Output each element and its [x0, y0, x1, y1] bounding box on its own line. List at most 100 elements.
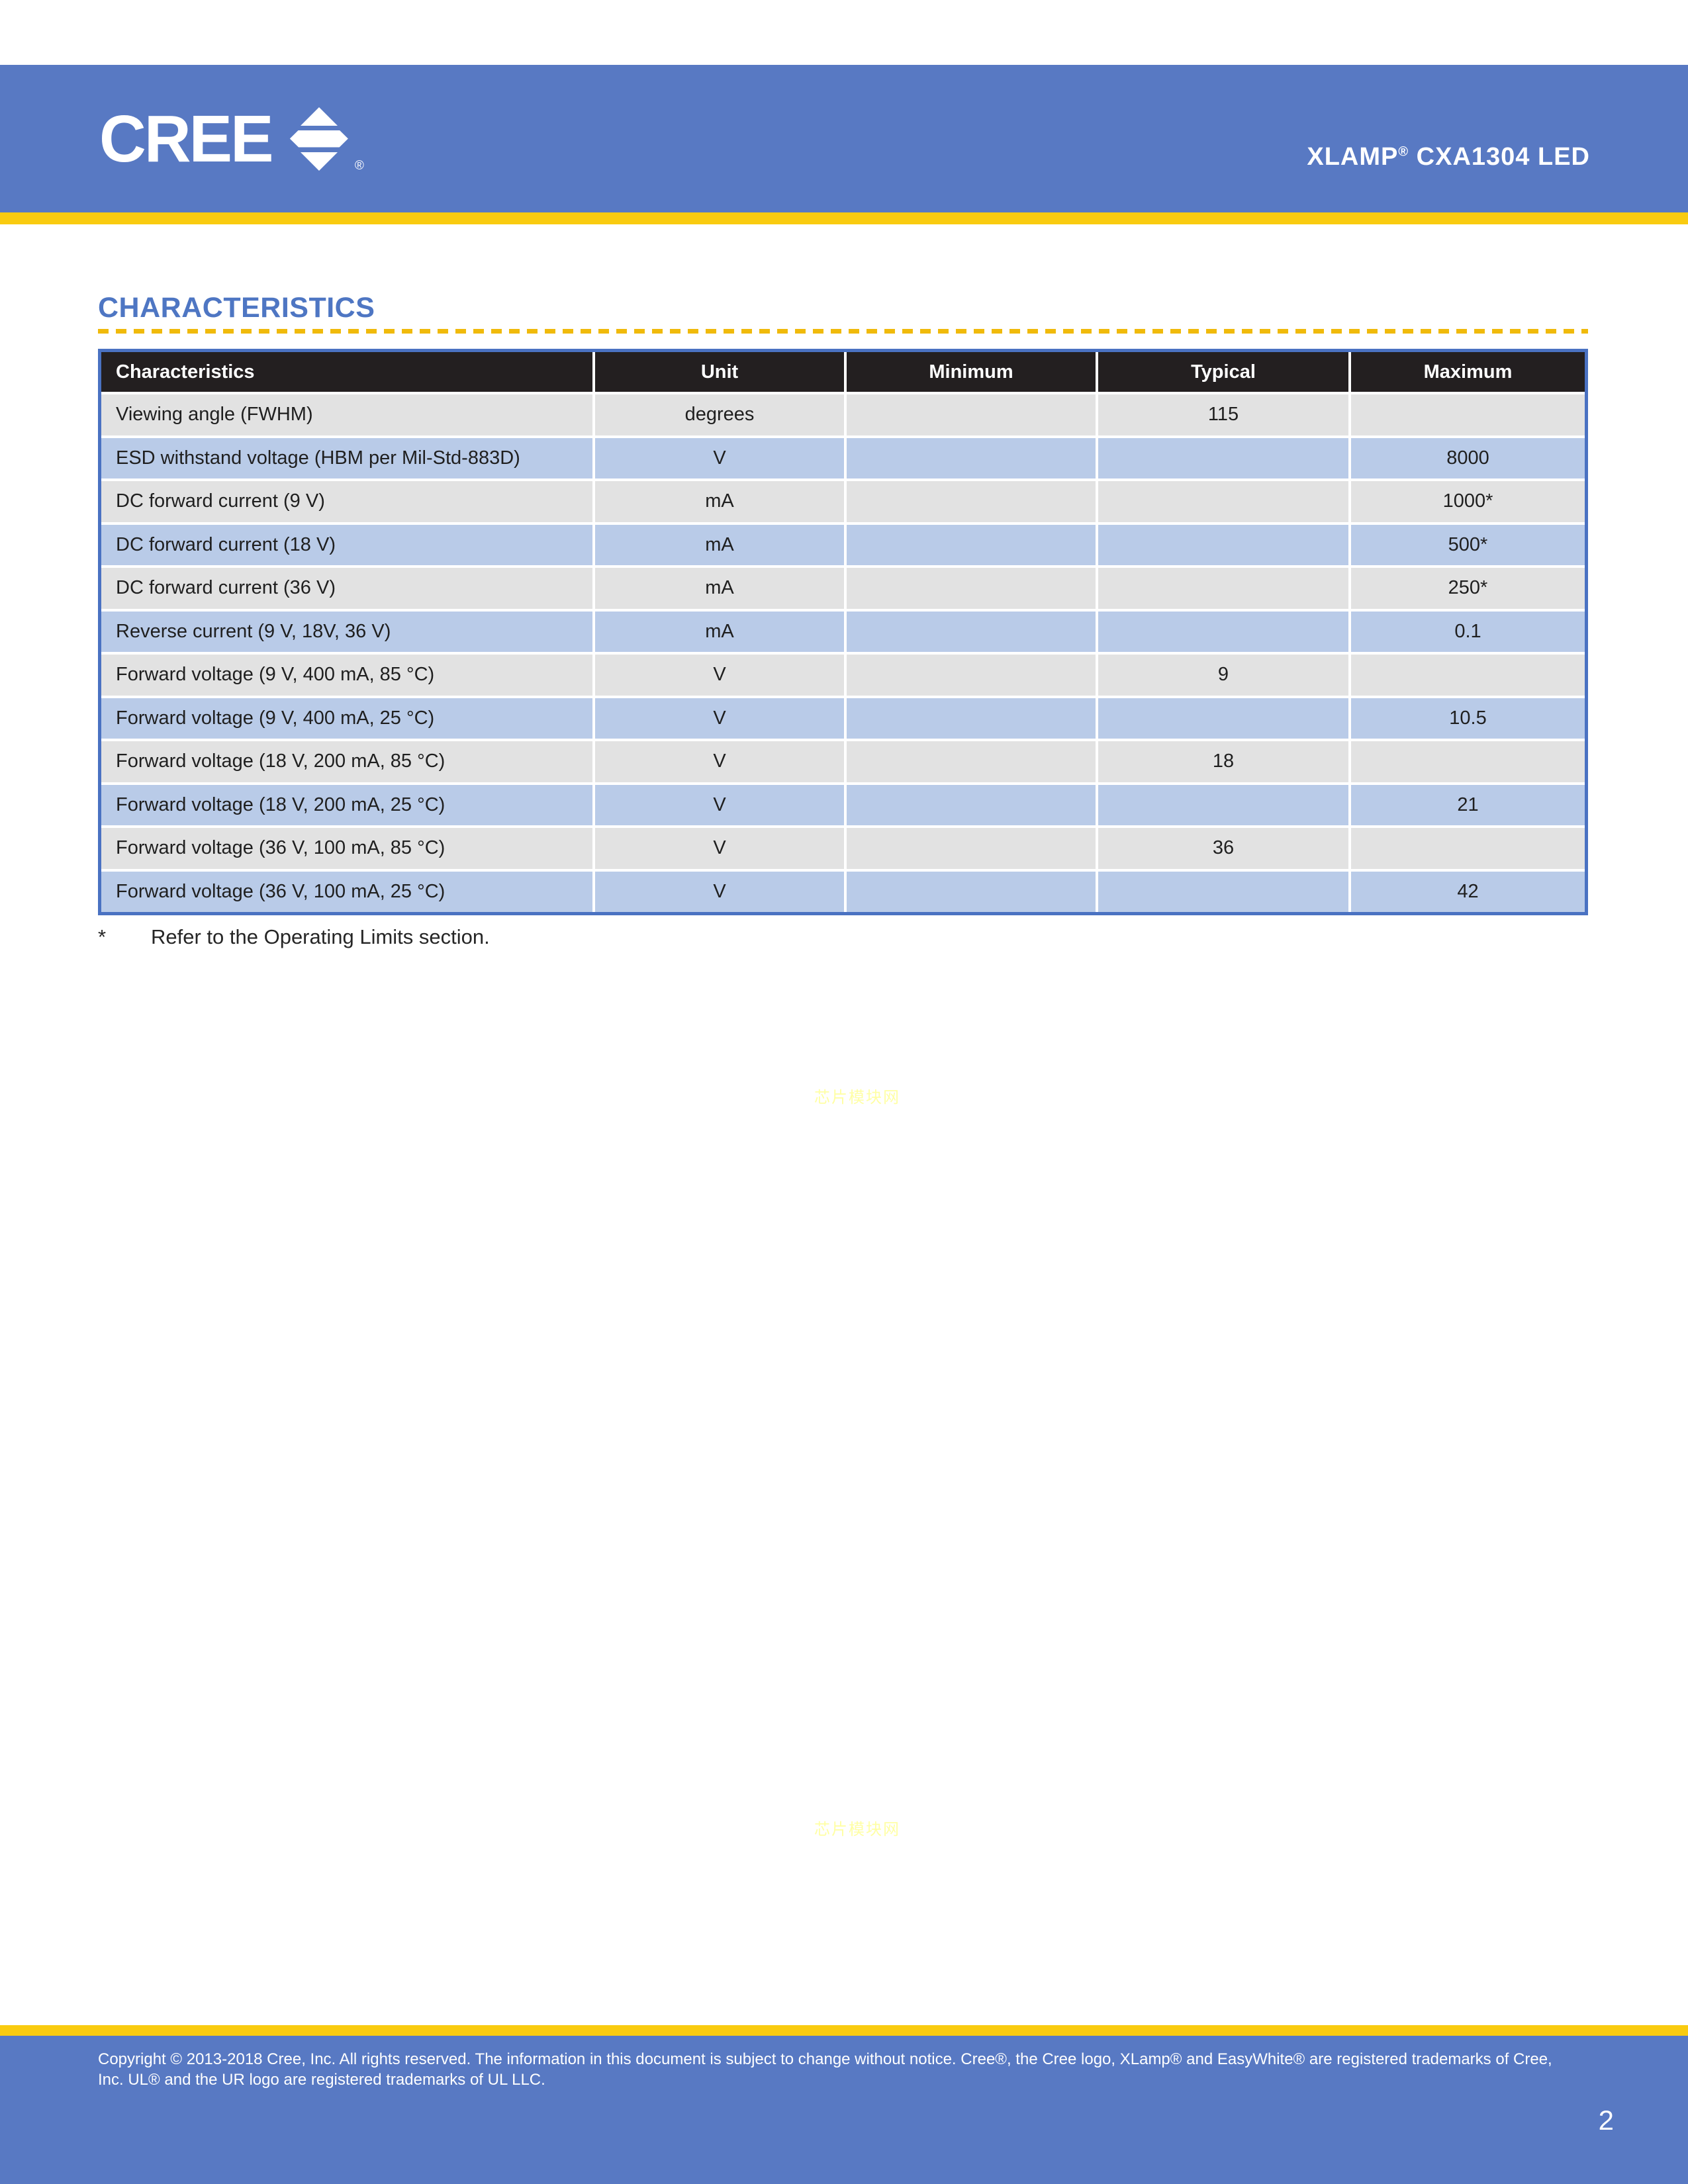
cell-minimum: [844, 437, 1096, 478]
cell-unit: mA: [592, 611, 844, 652]
cell-minimum: [844, 611, 1096, 652]
cree-logo: CREE ®: [99, 101, 364, 176]
copyright-text: Copyright © 2013-2018 Cree, Inc. All rig…: [98, 2049, 1552, 2090]
triangle-up-icon: [300, 107, 338, 126]
page-number: 2: [1598, 2105, 1614, 2136]
cell-typical: [1096, 698, 1348, 739]
registered-mark-icon: ®: [354, 158, 364, 173]
header-band: [0, 65, 1688, 212]
footnote-text: Refer to the Operating Limits section.: [151, 925, 490, 948]
cell-characteristics: Viewing angle (FWHM): [116, 404, 313, 426]
triangle-down-icon: [300, 152, 338, 171]
cell-minimum: [844, 568, 1096, 609]
cell-unit: V: [592, 655, 844, 696]
cell-minimum: [844, 394, 1096, 435]
cell-typical: [1096, 611, 1348, 652]
table-row: DC forward current (36 V) mA 250*: [101, 565, 1585, 609]
cell-unit: V: [592, 828, 844, 869]
footer-accent-stripe: [0, 2025, 1688, 2036]
cell-unit: V: [592, 437, 844, 478]
cell-characteristics: DC forward current (9 V): [116, 490, 325, 512]
document-title: XLAMP® CXA1304 LED: [1307, 143, 1590, 171]
cell-unit: V: [592, 698, 844, 739]
cell-minimum: [844, 871, 1096, 912]
cell-unit: V: [592, 784, 844, 825]
characteristics-table: Characteristics Unit Minimum Typical Max…: [98, 349, 1588, 915]
cell-unit: mA: [592, 481, 844, 522]
section-heading-rule: [98, 329, 1588, 334]
header-accent-stripe: [0, 212, 1688, 224]
cell-typical: [1096, 481, 1348, 522]
cell-maximum: [1348, 394, 1585, 435]
cell-characteristics: ESD withstand voltage (HBM per Mil-Std-8…: [116, 447, 520, 469]
table-header-row: Characteristics Unit Minimum Typical Max…: [101, 352, 1585, 392]
cree-logo-text: CREE: [99, 101, 273, 176]
cell-typical: 115: [1096, 394, 1348, 435]
cell-typical: 18: [1096, 741, 1348, 782]
cell-typical: [1096, 871, 1348, 912]
cell-maximum: 21: [1348, 784, 1585, 825]
cell-characteristics: Forward voltage (36 V, 100 mA, 85 °C): [116, 837, 445, 859]
column-header-characteristics: Characteristics: [116, 361, 255, 383]
table-row: Forward voltage (9 V, 400 mA, 85 °C) V 9: [101, 652, 1585, 696]
cell-maximum: 8000: [1348, 437, 1585, 478]
cell-maximum: 1000*: [1348, 481, 1585, 522]
copyright-line-1: Copyright © 2013-2018 Cree, Inc. All rig…: [98, 2050, 1552, 2068]
cell-unit: degrees: [592, 394, 844, 435]
cell-typical: [1096, 784, 1348, 825]
cell-maximum: 42: [1348, 871, 1585, 912]
cell-typical: [1096, 524, 1348, 565]
cell-maximum: [1348, 741, 1585, 782]
cell-minimum: [844, 698, 1096, 739]
cell-unit: mA: [592, 568, 844, 609]
cell-characteristics: Forward voltage (36 V, 100 mA, 25 °C): [116, 880, 445, 902]
table-row: Forward voltage (36 V, 100 mA, 25 °C) V 42: [101, 868, 1585, 912]
cell-minimum: [844, 741, 1096, 782]
copyright-line-2: Inc. UL® and the UR logo are registered …: [98, 2071, 545, 2089]
document-title-brand: XLAMP: [1307, 143, 1399, 171]
cell-maximum: [1348, 828, 1585, 869]
table-row: Forward voltage (9 V, 400 mA, 25 °C) V 10.…: [101, 695, 1585, 739]
table-row: Forward voltage (18 V, 200 mA, 25 °C) V 21: [101, 782, 1585, 825]
cell-typical: [1096, 568, 1348, 609]
watermark: 芯片模块网: [814, 1089, 900, 1107]
cell-maximum: 10.5: [1348, 698, 1585, 739]
cell-maximum: 250*: [1348, 568, 1585, 609]
footnote: * Refer to the Operating Limits section.: [98, 925, 490, 949]
cell-unit: V: [592, 741, 844, 782]
watermark: 芯片模块网: [814, 1821, 900, 1839]
table-row: Forward voltage (18 V, 200 mA, 85 °C) V 18: [101, 739, 1585, 782]
cell-maximum: 500*: [1348, 524, 1585, 565]
cell-characteristics: Forward voltage (18 V, 200 mA, 85 °C): [116, 751, 445, 772]
cell-minimum: [844, 784, 1096, 825]
cell-maximum: [1348, 655, 1585, 696]
column-header-typical: Typical: [1096, 352, 1348, 392]
hexagon-bar-icon: [289, 130, 348, 148]
table-row: Forward voltage (36 V, 100 mA, 85 °C) V 36: [101, 825, 1585, 869]
header: CREE ® XLAMP® CXA1304 LED: [0, 65, 1688, 212]
table-body: Viewing angle (FWHM) degrees 115 ESD withst…: [101, 392, 1585, 912]
table-row: ESD withstand voltage (HBM per Mil-Std-8…: [101, 435, 1585, 478]
section-heading: CHARACTERISTICS: [98, 292, 375, 324]
registered-mark-icon: ®: [1398, 144, 1409, 159]
cell-typical: 36: [1096, 828, 1348, 869]
table-row: DC forward current (18 V) mA 500*: [101, 522, 1585, 565]
cell-characteristics: Forward voltage (9 V, 400 mA, 85 °C): [116, 664, 435, 686]
table-row: DC forward current (9 V) mA 1000*: [101, 478, 1585, 522]
cell-maximum: 0.1: [1348, 611, 1585, 652]
footer-band: [0, 2036, 1688, 2184]
column-header-maximum: Maximum: [1348, 352, 1585, 392]
cell-characteristics: Forward voltage (18 V, 200 mA, 25 °C): [116, 794, 445, 815]
cell-minimum: [844, 481, 1096, 522]
cell-typical: [1096, 437, 1348, 478]
column-header-minimum: Minimum: [844, 352, 1096, 392]
footnote-marker: *: [98, 925, 107, 948]
cell-unit: V: [592, 871, 844, 912]
document-title-product: CXA1304 LED: [1409, 143, 1590, 171]
column-header-unit: Unit: [592, 352, 844, 392]
cell-characteristics: DC forward current (36 V): [116, 577, 336, 599]
cell-minimum: [844, 655, 1096, 696]
cell-minimum: [844, 828, 1096, 869]
table-row: Reverse current (9 V, 18V, 36 V) mA 0.1: [101, 608, 1585, 652]
